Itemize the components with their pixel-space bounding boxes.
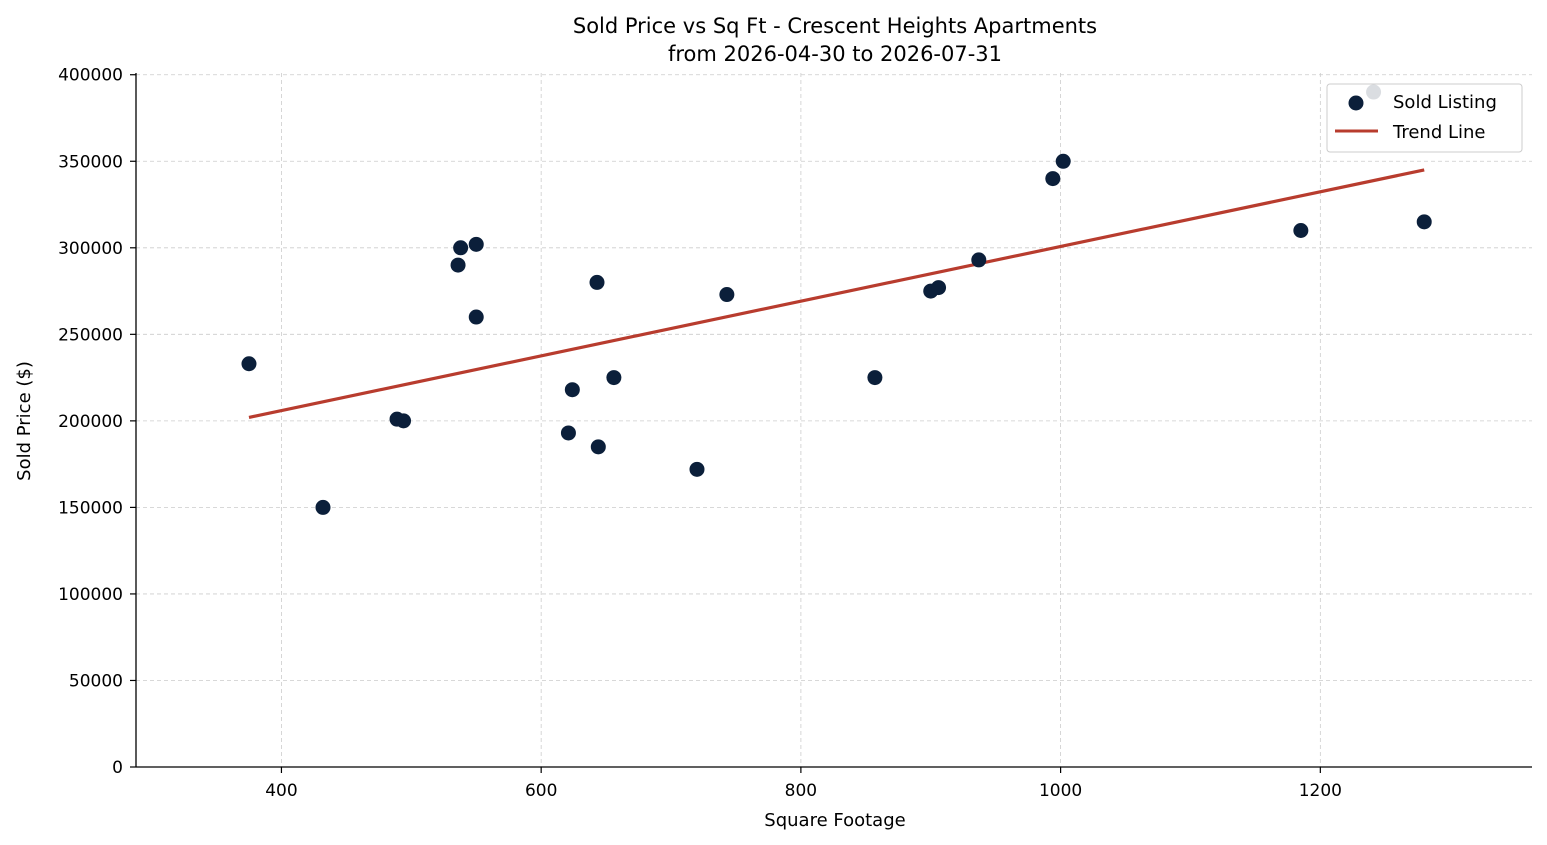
scatter-point (1055, 153, 1071, 169)
x-tick-label: 800 (785, 781, 817, 801)
scatter-point (1416, 214, 1432, 230)
scatter-point (590, 439, 606, 455)
x-tick-label: 600 (525, 781, 557, 801)
y-tick-label: 300000 (58, 239, 123, 259)
scatter-point (867, 370, 883, 386)
legend-box (1326, 83, 1523, 153)
scatter-point (315, 499, 331, 515)
y-tick-label: 0 (112, 758, 123, 778)
y-tick-label: 150000 (58, 498, 123, 518)
y-tick-label: 250000 (58, 325, 123, 345)
scatter-point (971, 252, 987, 268)
chart-title: Sold Price vs Sq Ft - Crescent Heights A… (573, 14, 1097, 38)
legend: Sold Listing Trend Line (1326, 83, 1523, 153)
trend-series (248, 168, 1425, 419)
legend-label-trend-line: Trend Line (1392, 122, 1486, 143)
scatter-point (468, 236, 484, 252)
y-tick-label: 350000 (58, 152, 123, 172)
legend-marker-sold-listing (1348, 95, 1364, 111)
scatter-points (241, 84, 1432, 515)
scatter-point (589, 274, 605, 290)
gridlines (136, 73, 1532, 768)
ticks: 400 600 800 1000 1200 0 50000 100000 150000 20000… (58, 66, 1342, 801)
scatter-point (564, 382, 580, 398)
x-axis-label: Square Footage (764, 810, 905, 831)
x-tick-label: 400 (265, 781, 297, 801)
scatter-point (1293, 222, 1309, 238)
scatter-point (241, 356, 257, 372)
scatter-point (453, 240, 469, 256)
scatter-point (689, 461, 705, 477)
scatter-point (560, 425, 576, 441)
trend-line (248, 168, 1425, 419)
y-tick-label: 50000 (69, 671, 123, 691)
y-axis-label: Sold Price ($) (14, 361, 35, 481)
scatter-point (931, 280, 947, 296)
y-tick-label: 400000 (58, 66, 123, 86)
chart-subtitle: from 2026-04-30 to 2026-07-31 (668, 42, 1002, 66)
legend-label-sold-listing: Sold Listing (1393, 92, 1497, 113)
scatter-point (450, 257, 466, 273)
y-tick-label: 100000 (58, 585, 123, 605)
scatter-point (719, 287, 735, 303)
x-tick-label: 1200 (1299, 781, 1342, 801)
axes (135, 73, 1532, 768)
x-tick-label: 1000 (1039, 781, 1082, 801)
scatter-point (606, 370, 622, 386)
scatter-point (1045, 171, 1061, 187)
scatter-point (468, 309, 484, 325)
y-tick-label: 200000 (58, 412, 123, 432)
scatter-point (396, 413, 412, 429)
